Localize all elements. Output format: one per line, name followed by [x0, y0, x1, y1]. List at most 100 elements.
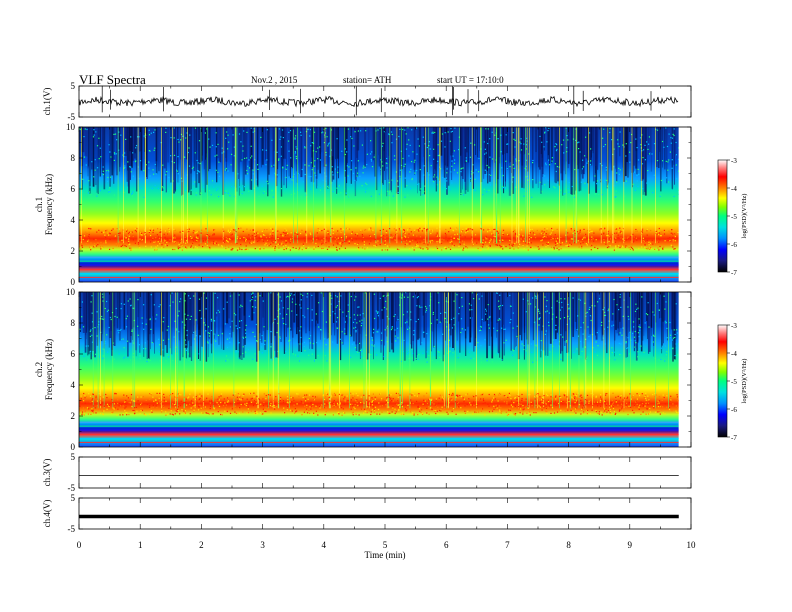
spectrogram-speckle — [91, 161, 93, 163]
spectrogram-speckle — [629, 331, 631, 333]
spectrogram-band-speckle — [123, 394, 125, 396]
spectrogram-band-speckle — [116, 228, 118, 230]
spectrogram-speckle — [278, 308, 281, 310]
spectrogram-band-speckle — [158, 396, 161, 398]
spectrogram-band-speckle — [444, 406, 446, 408]
spectrogram-band-speckle — [351, 232, 353, 235]
spectrogram-band-speckle — [579, 231, 581, 233]
spectrogram-band-speckle — [647, 247, 649, 249]
spectrogram-band-speckle — [401, 237, 403, 239]
spectrogram-band-speckle — [264, 244, 266, 246]
spectrogram-speckle — [173, 127, 175, 129]
spectrogram-speckle — [464, 329, 466, 331]
spectrogram-speckle — [329, 314, 331, 317]
spectrogram-band-speckle — [95, 239, 97, 241]
spectrogram-band-speckle — [421, 230, 423, 232]
spectrogram-band-speckle — [398, 248, 400, 251]
spectrogram-band-speckle — [107, 232, 109, 234]
spectrogram-band-speckle — [179, 231, 181, 233]
spectrogram-band-speckle — [342, 241, 344, 244]
spectrogram-speckle — [616, 304, 618, 306]
spectrogram-speckle — [515, 158, 517, 160]
spectrogram-band-speckle — [325, 396, 327, 398]
spectrogram-band-speckle — [224, 410, 226, 412]
spectrogram-speckle — [403, 339, 405, 341]
spectrogram-band-speckle — [268, 245, 270, 247]
spectrogram-band-speckle — [591, 239, 593, 241]
spectrogram-speckle — [113, 152, 116, 154]
spectrogram-speckle — [346, 151, 348, 153]
spectrogram-speckle — [114, 153, 116, 155]
spectrogram-streak — [342, 292, 344, 345]
spectrogram-speckle — [453, 162, 456, 164]
spectrogram-band-speckle — [391, 399, 393, 401]
spectrogram-speckle — [285, 296, 288, 298]
spectrogram-band-speckle — [145, 234, 147, 236]
spectrogram-band-speckle — [227, 249, 229, 251]
spectrogram-band-speckle — [360, 229, 362, 231]
spectrogram-band-speckle — [440, 409, 442, 411]
spectrogram-speckle — [116, 316, 118, 318]
spectrogram-streak — [454, 292, 455, 351]
colorbar-tick-label: -5 — [731, 213, 737, 221]
spectrogram-band-speckle — [526, 245, 528, 247]
spectrogram-speckle — [314, 160, 316, 162]
spectrogram-band-speckle — [500, 232, 502, 234]
spectrogram-streak — [616, 292, 618, 334]
spectrogram-band-speckle — [258, 237, 260, 239]
spectrogram-speckle — [226, 131, 228, 133]
spectrogram-speckle — [616, 182, 618, 184]
spectrogram-streak — [244, 127, 247, 175]
spectrogram-band-speckle — [388, 406, 390, 408]
spectrogram-speckle — [311, 142, 313, 144]
spectrogram-band-speckle — [195, 246, 197, 248]
spectrogram-band-speckle — [99, 231, 101, 233]
spectrogram-band-speckle — [212, 234, 214, 236]
spectrogram-speckle — [480, 329, 482, 331]
spectrogram-band-speckle — [396, 399, 398, 401]
spectrogram-speckle — [132, 356, 134, 358]
spectrogram-band-speckle — [573, 228, 575, 230]
spectrogram-speckle — [670, 142, 672, 144]
spectrogram-band-speckle — [383, 235, 385, 237]
spectrogram-band-speckle — [125, 406, 127, 408]
spectrogram-speckle — [676, 178, 678, 180]
spectrogram-streak — [80, 292, 81, 332]
spectrogram-band-speckle — [603, 411, 605, 413]
spectrogram-band-speckle — [105, 230, 107, 232]
spectrogram-streak — [391, 292, 393, 343]
spectrogram-band-speckle — [418, 246, 420, 248]
spectrogram-band-speckle — [150, 394, 152, 396]
spectrogram-band-speckle — [426, 230, 428, 232]
spectrogram-speckle — [632, 332, 634, 334]
spectrogram-band-speckle — [463, 243, 465, 245]
spectrogram-speckle — [94, 353, 97, 355]
spectrogram-band-speckle — [339, 414, 341, 416]
spectrogram-speckle — [279, 337, 281, 340]
spectrogram-speckle — [564, 193, 566, 195]
spectrogram-speckle — [484, 153, 486, 155]
spectrogram-speckle — [410, 188, 412, 190]
spectrogram-speckle — [195, 194, 197, 196]
spectrogram-streak — [218, 292, 220, 345]
spectrogram-speckle — [304, 316, 306, 318]
spectrogram-speckle — [496, 330, 498, 332]
spectrogram-streak — [292, 292, 294, 338]
spectrogram-speckle — [672, 337, 674, 339]
spectrogram-speckle — [676, 332, 678, 334]
spectrogram-band-speckle — [399, 394, 401, 396]
spectrogram-speckle — [251, 299, 253, 301]
spectrogram-speckle — [525, 190, 527, 192]
spectrogram-band-speckle — [137, 243, 140, 245]
spectrogram-streak — [532, 127, 534, 189]
spectrogram-band-speckle — [463, 398, 465, 400]
spectrogram-band-speckle — [425, 235, 427, 237]
spectrogram-band-speckle — [213, 233, 215, 235]
spectrogram-band-speckle — [264, 234, 267, 237]
spectrogram-band-speckle — [171, 242, 173, 244]
spectrogram-streak — [460, 127, 462, 195]
spectrogram-speckle — [471, 170, 473, 172]
spectrogram-band-speckle — [117, 402, 119, 405]
spectrogram-speckle — [417, 318, 419, 320]
spectrogram-speckle — [236, 328, 238, 330]
